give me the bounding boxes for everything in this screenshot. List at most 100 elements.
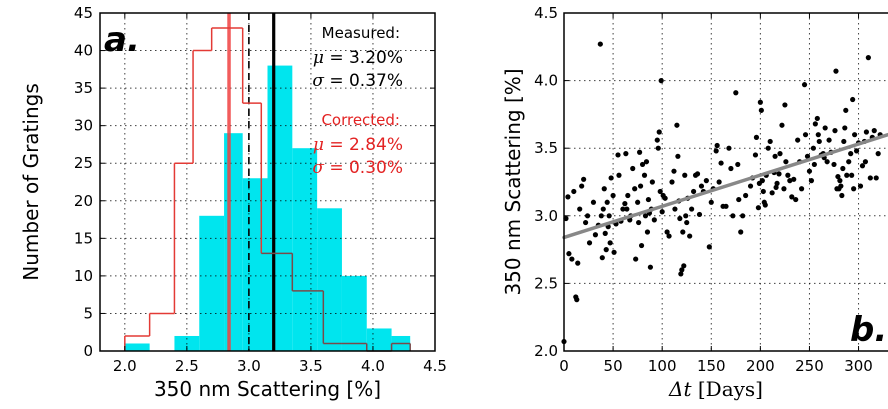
data-point (682, 172, 688, 178)
data-point (816, 138, 822, 145)
data-point (691, 188, 697, 195)
data-point (698, 183, 705, 189)
stats-mean: μ = 2.84% (313, 135, 403, 155)
data-point (632, 186, 638, 192)
y-tick-label: 30 (74, 117, 93, 135)
scatter-points (561, 41, 883, 345)
data-point (863, 129, 870, 135)
panel-b-x-axis-label: Δt [Days] (668, 377, 763, 401)
data-point (601, 186, 607, 192)
data-point (757, 99, 763, 105)
data-point (833, 68, 839, 74)
data-point (782, 102, 788, 108)
data-point (565, 194, 571, 200)
data-point (815, 132, 821, 138)
data-point (623, 151, 629, 157)
panel-a-vertical-lines (227, 13, 276, 351)
y-tick-label: 25 (74, 154, 93, 172)
y-tick-label: 2.5 (534, 274, 558, 292)
equals-sign: = (324, 48, 349, 68)
measured-bar (124, 343, 150, 351)
data-point (840, 165, 846, 172)
data-point (586, 240, 593, 246)
data-point (684, 219, 690, 226)
data-point (600, 206, 606, 212)
data-point (579, 183, 585, 189)
data-point (713, 148, 719, 154)
measured-bar (366, 328, 392, 351)
x-tick-label: 2.0 (113, 357, 137, 375)
data-point (801, 82, 808, 88)
data-point (597, 41, 603, 47)
data-point (865, 55, 871, 61)
data-point (566, 251, 572, 257)
data-point (687, 233, 693, 239)
data-point (708, 199, 714, 205)
data-point (603, 247, 609, 253)
data-point (844, 172, 850, 178)
data-point (810, 145, 816, 151)
data-point (635, 199, 641, 205)
data-point (599, 255, 605, 261)
data-point (604, 199, 610, 205)
data-point (706, 244, 712, 250)
data-point (643, 159, 650, 165)
data-point (753, 134, 760, 140)
data-point (622, 201, 628, 207)
data-point (850, 96, 856, 103)
data-point (826, 137, 832, 143)
data-point (875, 151, 881, 157)
data-point (747, 183, 754, 189)
data-point (736, 196, 742, 203)
data-point (789, 194, 795, 200)
x-tick-label: 4.5 (423, 357, 447, 375)
y-tick-label: 15 (74, 229, 93, 247)
data-point (659, 209, 665, 215)
data-point (657, 188, 663, 195)
measured-bar (224, 133, 243, 351)
stats-sigma: σ = 0.37% (312, 71, 403, 91)
x-tick-label: 250 (795, 357, 824, 375)
data-point (781, 186, 787, 192)
data-point (806, 168, 813, 174)
data-point (647, 264, 654, 270)
measured-bar (267, 65, 293, 352)
data-point (611, 249, 617, 255)
data-point (738, 229, 744, 235)
data-point (774, 180, 780, 186)
data-point (718, 160, 724, 166)
data-point (681, 263, 687, 269)
y-tick-label: 2.0 (534, 342, 558, 360)
data-point (857, 183, 864, 189)
data-point (802, 132, 809, 138)
data-point (664, 229, 670, 235)
data-point (616, 172, 622, 178)
equals-sign: = (324, 158, 349, 178)
data-point (859, 163, 866, 169)
y-tick-label: 20 (74, 192, 93, 210)
data-point (574, 297, 580, 303)
data-point (630, 165, 636, 172)
data-point (633, 256, 639, 262)
panel-a-x-axis-label: 350 nm Scattering [%] (154, 377, 381, 401)
data-point (624, 206, 630, 212)
stats-title: Corrected: (321, 111, 400, 129)
data-point (779, 122, 785, 128)
data-point (607, 240, 613, 246)
panel-a-ticks: 2.0 2.5 3.0 3.5 4.0 4.5 0 5 10 15 20 25 30 35 40 45 (74, 4, 447, 375)
data-point (677, 215, 683, 222)
panel-b-label: b. (850, 310, 887, 350)
data-point (814, 115, 820, 122)
data-point (846, 159, 852, 165)
equals-sign: = (324, 135, 349, 155)
data-point (783, 159, 789, 165)
data-point (645, 196, 652, 203)
data-point (743, 192, 749, 199)
data-point (644, 229, 651, 235)
data-point (610, 192, 616, 199)
data-point (808, 178, 815, 184)
data-point (871, 128, 877, 134)
data-point (791, 176, 797, 182)
